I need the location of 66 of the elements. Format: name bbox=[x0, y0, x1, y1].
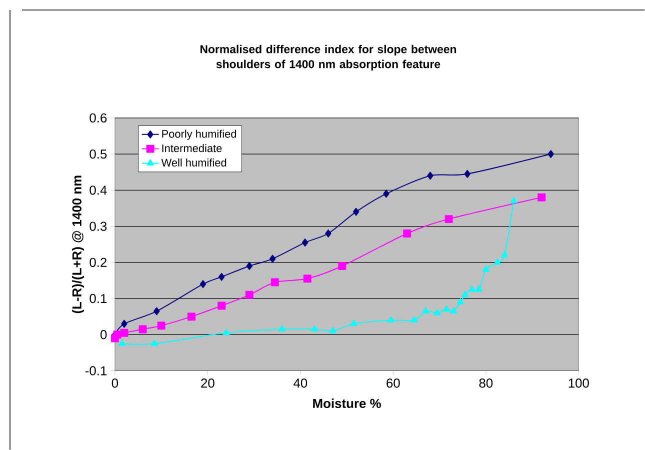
point bbox=[303, 274, 312, 283]
y-tick-label: 0.2 bbox=[90, 258, 107, 267]
legend-label: Poorly humified bbox=[162, 130, 236, 140]
point bbox=[120, 328, 128, 337]
point bbox=[187, 312, 196, 321]
point bbox=[444, 215, 453, 223]
y-tick-label: 0.3 bbox=[90, 222, 107, 231]
x-tick-label: 100 bbox=[568, 378, 589, 388]
x-tick-label: 60 bbox=[386, 378, 400, 388]
point bbox=[548, 150, 554, 158]
point bbox=[218, 302, 226, 310]
y-tick-label: 0.6 bbox=[90, 113, 107, 122]
point bbox=[200, 280, 206, 288]
point bbox=[387, 316, 394, 322]
point bbox=[269, 254, 276, 263]
x-tick-label: 0 bbox=[112, 378, 118, 388]
point bbox=[403, 229, 412, 238]
y-tick-label: -0.1 bbox=[85, 366, 107, 376]
point bbox=[329, 327, 336, 334]
point bbox=[222, 328, 230, 336]
point bbox=[475, 285, 482, 292]
point bbox=[154, 307, 160, 316]
point bbox=[310, 325, 318, 332]
legend-label: Intermediate bbox=[162, 144, 222, 152]
point bbox=[427, 172, 434, 180]
point bbox=[270, 278, 279, 286]
y-tick-label: 0.4 bbox=[90, 186, 107, 195]
x-tick-label: 40 bbox=[294, 378, 308, 388]
point bbox=[494, 258, 502, 265]
point bbox=[246, 262, 253, 270]
point bbox=[410, 316, 418, 322]
point bbox=[500, 251, 508, 258]
chart-title: Normalised difference index for slope between shoulders of 1400 nm absorption feature bbox=[200, 44, 456, 70]
point bbox=[434, 308, 441, 316]
point bbox=[352, 208, 360, 216]
point bbox=[468, 285, 476, 292]
x-tick-label: 80 bbox=[479, 378, 493, 388]
y-axis-title: (L-R)/(L+R) @ 1400 nm bbox=[72, 176, 84, 314]
point bbox=[464, 170, 470, 178]
point bbox=[121, 320, 128, 328]
y-tick-label: 0 bbox=[100, 330, 107, 340]
point bbox=[245, 290, 254, 299]
point bbox=[350, 320, 358, 326]
point bbox=[422, 307, 430, 314]
y-tick-label: 0.1 bbox=[90, 294, 107, 304]
point bbox=[442, 305, 450, 312]
point bbox=[157, 322, 166, 330]
point bbox=[462, 290, 469, 298]
point bbox=[482, 266, 490, 272]
point bbox=[450, 307, 457, 314]
point bbox=[383, 190, 390, 198]
point bbox=[150, 340, 158, 346]
x-tick-label: 20 bbox=[201, 378, 214, 388]
point bbox=[138, 325, 147, 334]
legend-label: Well humified bbox=[161, 158, 226, 167]
x-axis-title: Moisture % bbox=[313, 398, 381, 408]
point bbox=[278, 325, 286, 332]
point bbox=[456, 298, 464, 304]
point bbox=[538, 193, 546, 202]
y-tick-label: 0.5 bbox=[90, 149, 107, 159]
point bbox=[218, 272, 225, 281]
point bbox=[338, 262, 346, 270]
point bbox=[325, 229, 332, 238]
point bbox=[510, 196, 518, 204]
point bbox=[302, 238, 308, 246]
point bbox=[118, 340, 126, 346]
